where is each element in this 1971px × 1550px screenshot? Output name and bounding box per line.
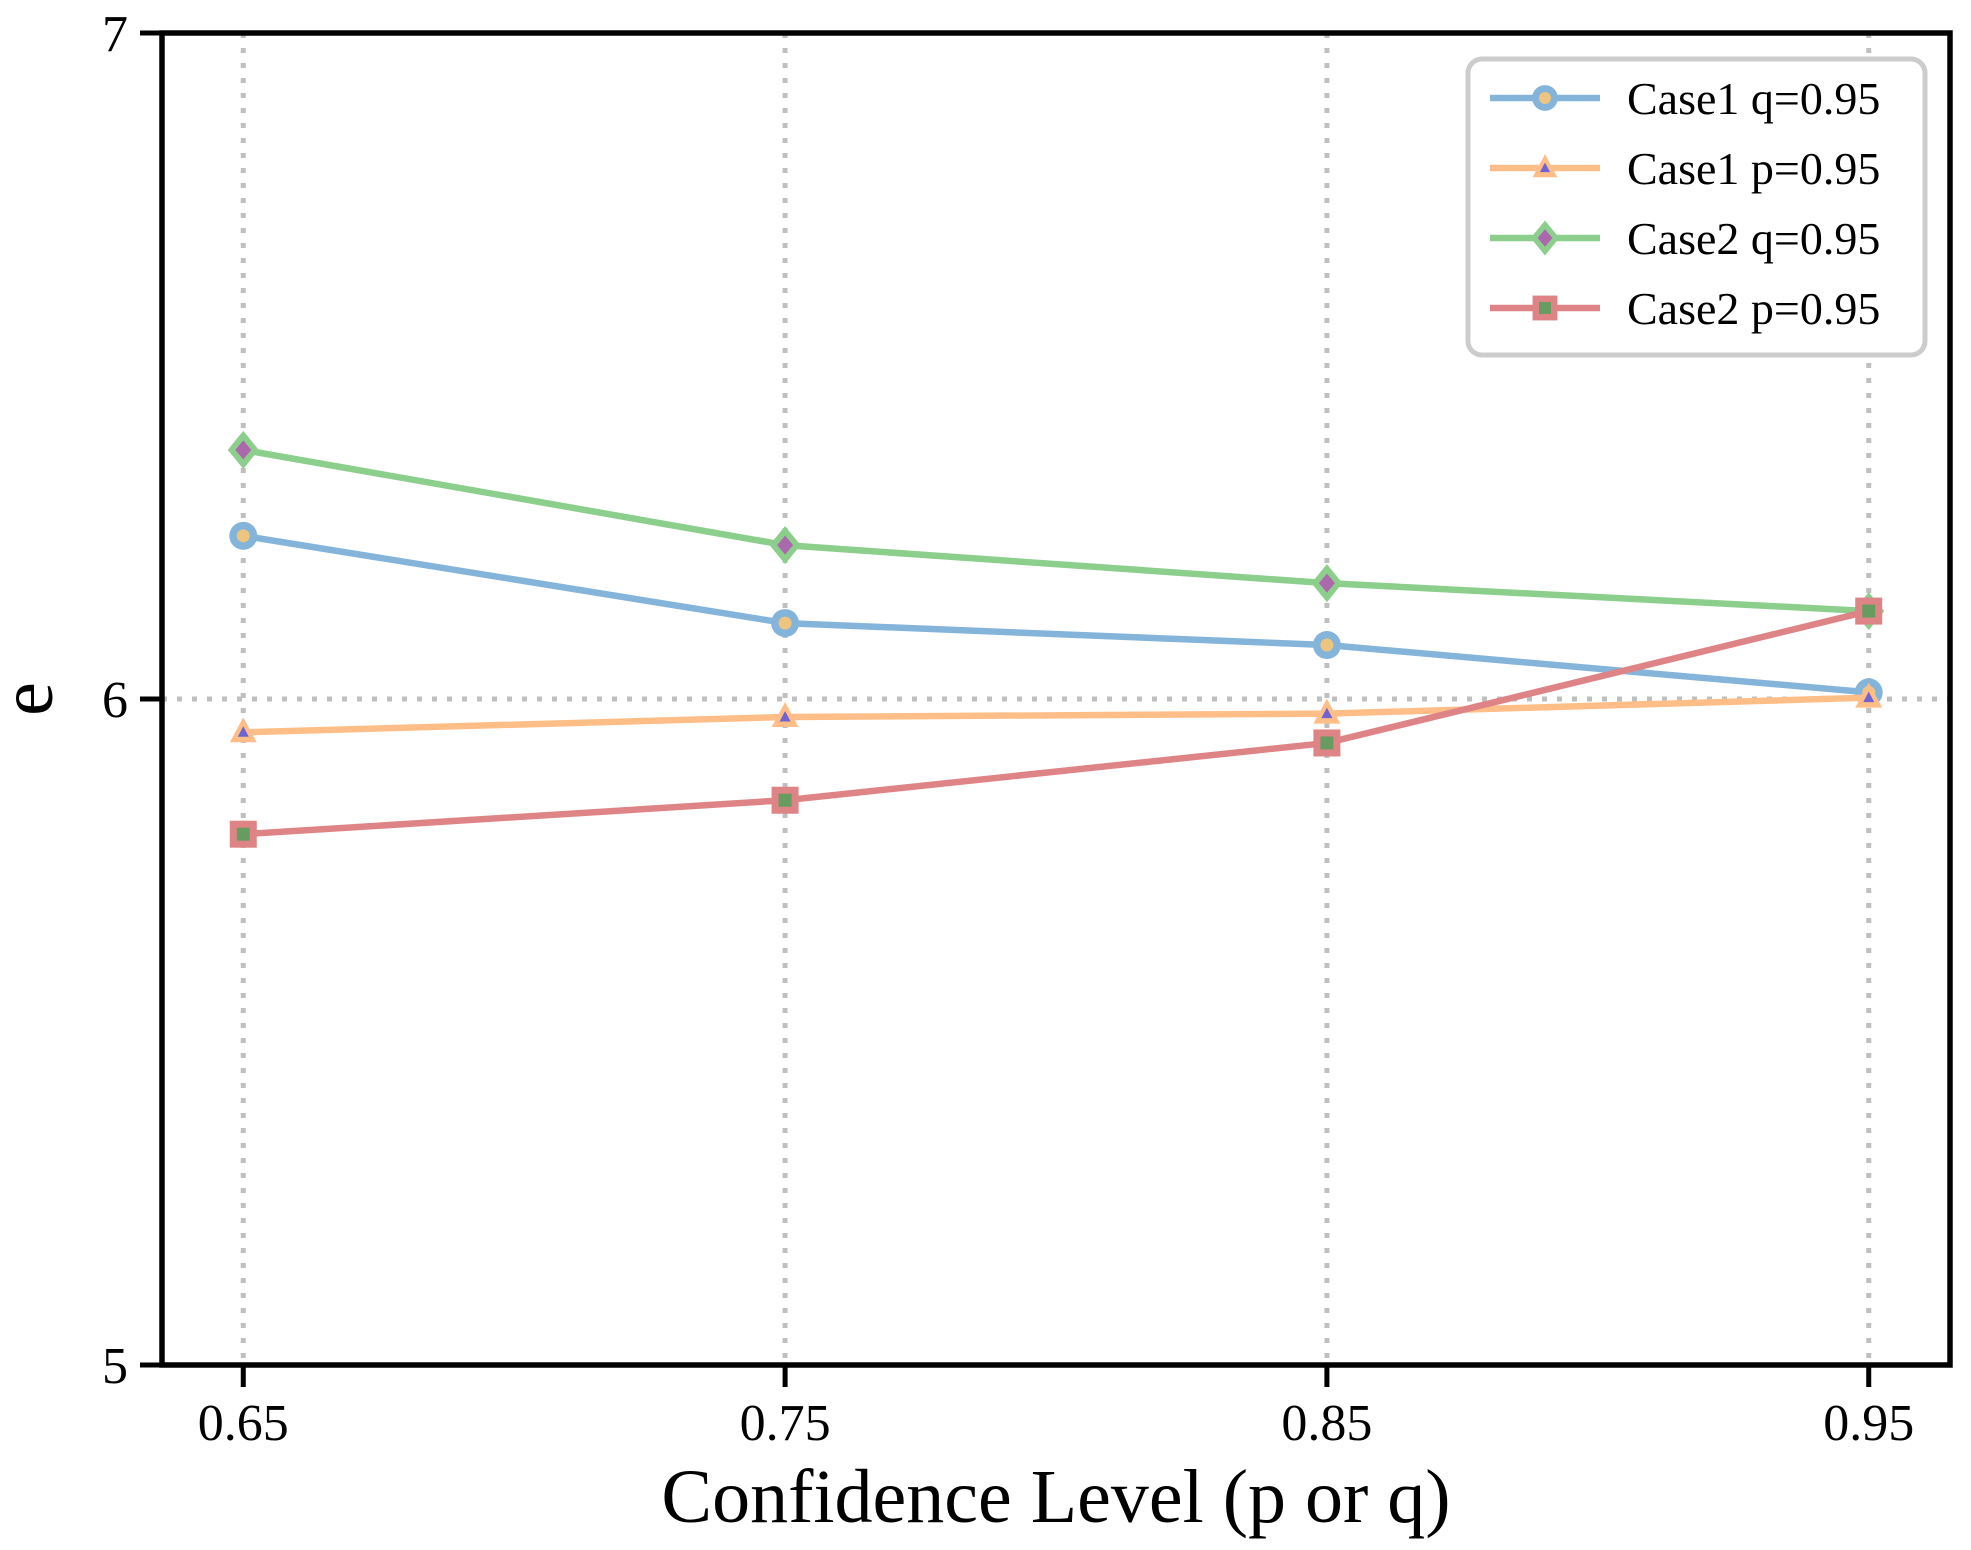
circle-marker-core (236, 529, 250, 543)
legend-entry: Case2 q=0.95 (1490, 213, 1880, 264)
triangle-marker-core (1321, 707, 1333, 719)
x-tick-label: 0.95 (1823, 1395, 1914, 1452)
legend: Case1 q=0.95 Case1 p=0.95 Case2 q=0.95 Case… (1465, 56, 1928, 358)
square-marker-core (236, 827, 250, 841)
diamond-marker-core (1318, 573, 1335, 593)
legend-entry-label: Case2 q=0.95 (1627, 213, 1880, 264)
legend-entry: Case1 q=0.95 (1490, 73, 1880, 124)
triangle-marker-core (1539, 162, 1551, 173)
x-tick-label: 0.65 (198, 1395, 289, 1452)
series-line (243, 694, 1869, 736)
series-case2-q-0-95 (227, 430, 1885, 631)
grid-layer (162, 33, 1950, 1365)
diamond-marker-core (777, 535, 794, 555)
square-marker-core (778, 793, 792, 807)
series-line (242, 532, 1870, 696)
y-tick-label: 5 (102, 1338, 128, 1395)
series-case1-p-0-95 (229, 682, 1883, 743)
x-axis-label: Confidence Level (p or q) (661, 1455, 1450, 1539)
square-marker-core (1320, 736, 1334, 750)
diamond-marker-core (235, 440, 252, 460)
legend-entry-label: Case1 q=0.95 (1627, 73, 1880, 124)
circle-marker-core (778, 616, 792, 630)
square-marker-core (1862, 604, 1876, 618)
diamond-marker-core (1537, 229, 1553, 247)
legend-entry-label: Case1 p=0.95 (1627, 143, 1880, 194)
circle-marker-core (1320, 638, 1334, 652)
x-tick-label: 0.85 (1281, 1395, 1372, 1452)
series-case1-q-0-95 (229, 521, 1883, 707)
legend-box (1465, 56, 1928, 358)
legend-entry: Case1 p=0.95 (1490, 143, 1880, 194)
y-axis-label: e (0, 682, 69, 716)
tick-layer: 0.65 0.75 0.85 0.95 5 6 7 (102, 6, 1914, 1452)
y-tick-label: 6 (102, 672, 128, 729)
square-marker-core (1539, 302, 1551, 314)
legend-entry-label: Case2 p=0.95 (1627, 283, 1880, 334)
y-tick-label: 7 (102, 6, 128, 63)
series-layer (227, 430, 1885, 848)
series-line (242, 446, 1869, 615)
circle-marker-core (1539, 92, 1551, 104)
triangle-marker-core (237, 726, 249, 737)
x-tick-label: 0.75 (740, 1395, 831, 1452)
legend-entry: Case2 p=0.95 (1490, 283, 1880, 334)
series-line (243, 607, 1870, 838)
triangle-marker-core (779, 710, 791, 722)
series-case2-p-0-95 (229, 597, 1883, 848)
triangle-marker-core (1863, 691, 1875, 703)
